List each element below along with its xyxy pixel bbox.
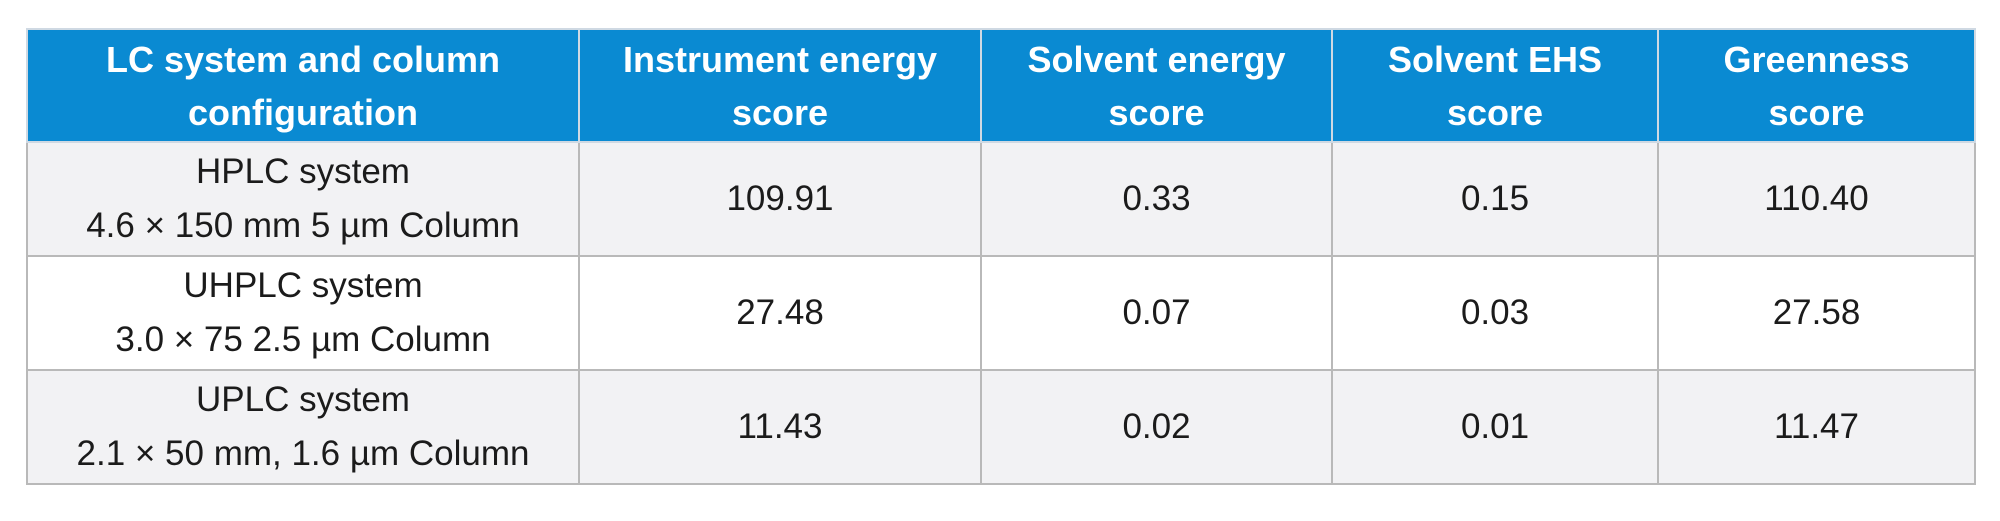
header-solvent-energy-score: Solvent energy score	[980, 28, 1333, 143]
table-row: UHPLC system 3.0 × 75 2.5 µm Column 27.4…	[26, 255, 1976, 371]
cell-configuration: HPLC system 4.6 × 150 mm 5 µm Column	[26, 141, 580, 257]
header-text-line: score	[731, 91, 829, 133]
system-name: UPLC system	[196, 380, 410, 419]
cell-greenness-score: 110.40	[1657, 141, 1976, 257]
column-spec: 3.0 × 75 2.5 µm Column	[115, 320, 491, 359]
cell-solvent-energy-score: 0.07	[980, 255, 1333, 371]
table-row: HPLC system 4.6 × 150 mm 5 µm Column 109…	[26, 141, 1976, 257]
cell-solvent-energy-score: 0.02	[980, 369, 1333, 485]
header-solvent-ehs-score: Solvent EHS score	[1331, 28, 1659, 143]
header-text-line: score	[1768, 91, 1865, 133]
header-greenness-score: Greenness score	[1657, 28, 1976, 143]
header-text-line: score	[1446, 91, 1544, 133]
cell-solvent-ehs-score: 0.01	[1331, 369, 1659, 485]
header-text-line: configuration	[188, 91, 418, 133]
cell-solvent-energy-score: 0.33	[980, 141, 1333, 257]
greenness-comparison-table: LC system and column configuration Instr…	[26, 28, 1976, 485]
table-header-row: LC system and column configuration Instr…	[26, 28, 1976, 143]
header-text-line: score	[1108, 91, 1205, 133]
header-text-line: Greenness	[1723, 38, 1910, 80]
table-row: UPLC system 2.1 × 50 mm, 1.6 µm Column 1…	[26, 369, 1976, 485]
column-spec: 2.1 × 50 mm, 1.6 µm Column	[76, 434, 530, 473]
header-text-line: LC system and column	[105, 38, 501, 80]
cell-greenness-score: 11.47	[1657, 369, 1976, 485]
cell-solvent-ehs-score: 0.03	[1331, 255, 1659, 371]
cell-instrument-energy-score: 11.43	[578, 369, 982, 485]
cell-configuration: UPLC system 2.1 × 50 mm, 1.6 µm Column	[26, 369, 580, 485]
cell-instrument-energy-score: 109.91	[578, 141, 982, 257]
header-instrument-energy-score: Instrument energy score	[578, 28, 982, 143]
system-name: HPLC system	[196, 152, 410, 191]
header-text-line: Solvent energy	[1027, 38, 1286, 80]
header-text-line: Solvent EHS	[1387, 38, 1603, 80]
cell-solvent-ehs-score: 0.15	[1331, 141, 1659, 257]
cell-instrument-energy-score: 27.48	[578, 255, 982, 371]
cell-configuration: UHPLC system 3.0 × 75 2.5 µm Column	[26, 255, 580, 371]
cell-greenness-score: 27.58	[1657, 255, 1976, 371]
column-spec: 4.6 × 150 mm 5 µm Column	[86, 206, 520, 245]
header-text-line: Instrument energy	[622, 38, 938, 80]
header-lc-system-configuration: LC system and column configuration	[26, 28, 580, 143]
system-name: UHPLC system	[183, 266, 423, 305]
